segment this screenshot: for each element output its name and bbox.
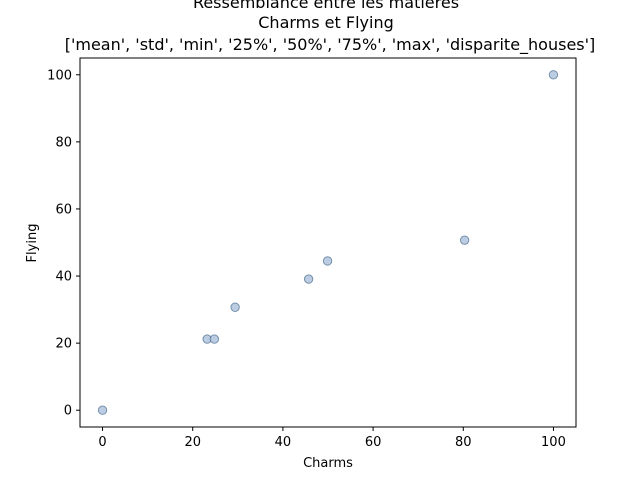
- x-tick-label: 80: [455, 435, 472, 450]
- y-tick-label: 80: [55, 135, 72, 150]
- title-line-2: Charms et Flying: [258, 13, 393, 32]
- scatter-point: [322, 256, 333, 266]
- scatter-point: [548, 70, 559, 80]
- y-tick-label: 100: [47, 68, 72, 83]
- x-tick-label: 0: [98, 435, 106, 450]
- scatter-point: [230, 302, 240, 312]
- y-tick-label: 20: [55, 337, 72, 352]
- x-tick-label: 60: [365, 435, 382, 450]
- y-tick-label: 40: [55, 270, 72, 285]
- x-tick-label: 20: [184, 435, 201, 450]
- title-line-1: Ressemblance entre les matières: [193, 0, 459, 12]
- chart-title: Ressemblance entre les matières Charms e…: [65, 0, 596, 55]
- y-tick-label: 60: [55, 202, 72, 217]
- x-tick-label: 100: [541, 435, 566, 450]
- plot-area: [97, 70, 559, 415]
- y-tick-label: 0: [64, 404, 72, 419]
- scatter-point: [209, 334, 220, 344]
- y-axis-label: Flying: [25, 224, 40, 263]
- scatter-point: [459, 235, 470, 245]
- x-axis-label: Charms: [303, 456, 353, 471]
- title-line-3: ['mean', 'std', 'min', '25%', '50%', '75…: [65, 35, 596, 55]
- x-axis-ticks: 0 20 40 60 80 100: [98, 427, 566, 450]
- y-axis-ticks: 0 20 40 60 80 100: [47, 68, 80, 419]
- x-tick-label: 40: [275, 435, 292, 450]
- axes-frame: [79, 57, 577, 428]
- scatter-point: [303, 274, 314, 284]
- scatter-point: [97, 405, 108, 415]
